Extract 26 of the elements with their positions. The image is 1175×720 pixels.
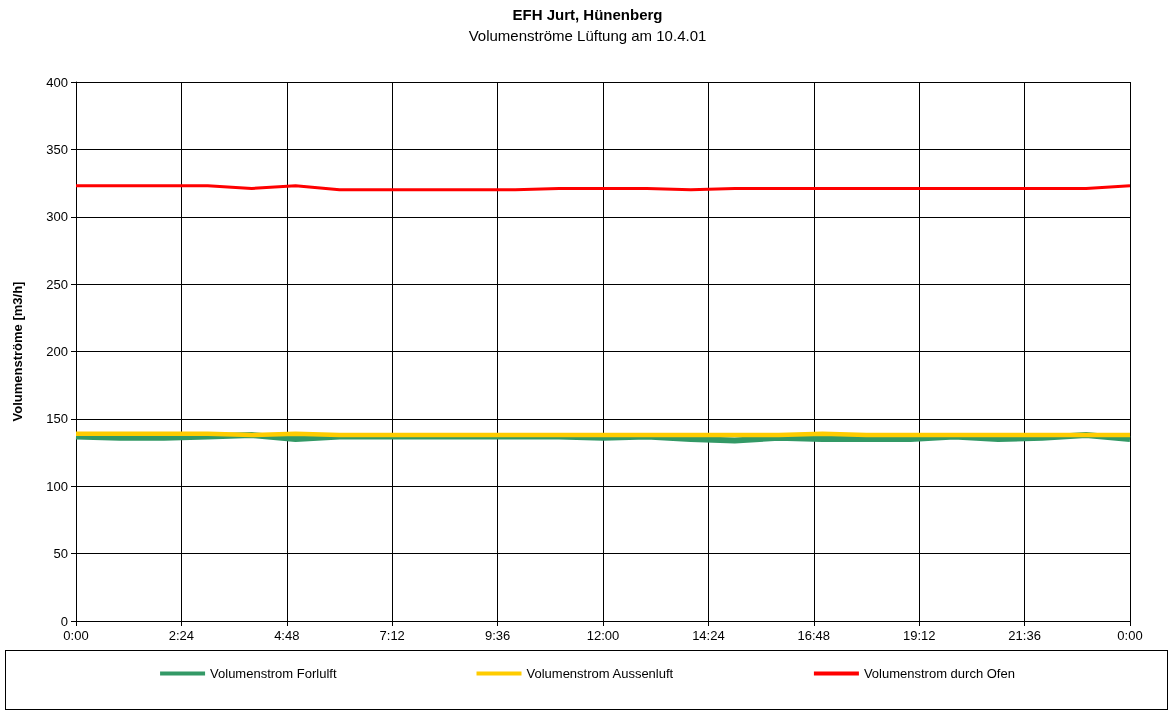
x-tick-label: 14:24 (692, 628, 725, 643)
legend-label: Volumenstrom Forlulft (210, 666, 337, 681)
x-tick-label: 9:36 (484, 628, 511, 643)
y-tick-label: 400 (46, 74, 68, 90)
x-tick-label: 4:48 (274, 628, 300, 643)
chart-title: EFH Jurt, Hünenberg (512, 6, 663, 23)
x-tick-label: 0:00 (1117, 628, 1143, 643)
x-tick-label: 12:00 (586, 628, 620, 643)
y-tick-label: 100 (46, 478, 68, 494)
legend-label: Volumenstrom Aussenluft (526, 666, 674, 681)
y-tick-label: 300 (46, 209, 68, 225)
x-tick-label: 2:24 (168, 628, 195, 643)
y-tick-label: 0 (60, 613, 68, 629)
x-tick-label: 16:48 (797, 628, 831, 643)
chart-subtitle: Volumenströme Lüftung am 10.4.01 (468, 27, 707, 44)
legend-label: Volumenstrom durch Ofen (863, 666, 1015, 681)
x-tick-label: 7:12 (379, 628, 405, 643)
y-tick-label: 200 (46, 344, 68, 359)
y-tick-label: 50 (53, 546, 68, 562)
x-tick-label: 19:12 (902, 628, 936, 643)
y-axis-title: Volumenströme [m3/h] (10, 281, 25, 422)
y-tick-label: 250 (46, 276, 68, 292)
y-tick-label: 350 (46, 141, 68, 157)
x-tick-label: 0:00 (63, 628, 89, 643)
x-tick-label: 21:36 (1008, 628, 1041, 643)
y-tick-label: 150 (46, 411, 68, 427)
